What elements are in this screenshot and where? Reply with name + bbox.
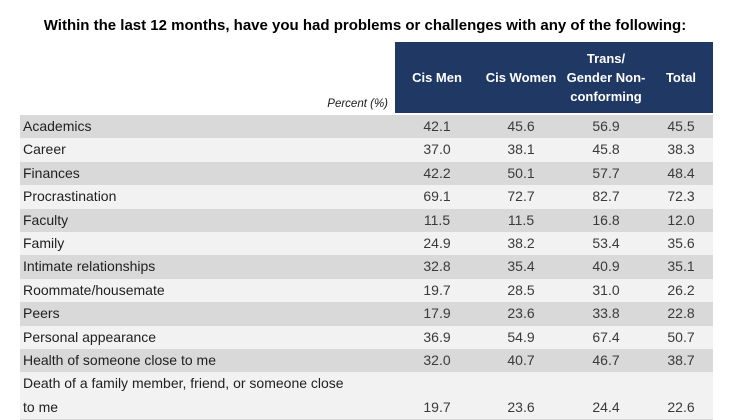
value-cis-women: 54.9 bbox=[507, 328, 535, 345]
table-title: Within the last 12 months, have you had … bbox=[43, 17, 687, 34]
value-cis-women: 38.1 bbox=[507, 141, 535, 158]
value-cis-women: 45.6 bbox=[507, 118, 535, 134]
value-trans-gnc: 82.7 bbox=[592, 188, 620, 205]
table-row: Health of someone close to me 32.0 40.7 … bbox=[20, 349, 713, 373]
table-row: Intimate relationships 32.8 35.4 40.9 35… bbox=[20, 255, 713, 279]
row-label: Death of a family member, friend, or som… bbox=[23, 375, 344, 415]
value-cis-men: 42.2 bbox=[423, 164, 451, 181]
value-trans-gnc: 53.4 bbox=[592, 235, 620, 252]
unit-label: Percent (%) bbox=[20, 42, 395, 113]
column-header-trans-gnc-line3: conforming bbox=[570, 89, 642, 104]
row-label: Career bbox=[23, 141, 66, 158]
table-row: Procrastination 69.1 72.7 82.7 72.3 bbox=[20, 185, 713, 209]
row-label: Personal appearance bbox=[23, 328, 157, 345]
value-total: 26.2 bbox=[667, 281, 695, 298]
value-cis-women: 28.5 bbox=[507, 281, 535, 298]
value-cis-men: 24.9 bbox=[423, 235, 451, 252]
value-total: 72.3 bbox=[667, 188, 695, 205]
value-cis-women: 35.4 bbox=[507, 258, 535, 275]
value-trans-gnc: 46.7 bbox=[592, 352, 620, 369]
value-trans-gnc: 40.9 bbox=[592, 258, 620, 275]
row-label: Roommate/housemate bbox=[23, 281, 165, 298]
value-cis-men: 32.8 bbox=[423, 258, 451, 275]
table-row: Personal appearance 36.9 54.9 67.4 50.7 bbox=[20, 325, 713, 350]
row-label: Procrastination bbox=[23, 188, 117, 205]
table-row: Career 37.0 38.1 45.8 38.3 bbox=[20, 138, 713, 162]
column-header-cis-men-label: Cis Men bbox=[412, 70, 462, 85]
column-header-cis-men: Cis Men bbox=[395, 42, 479, 113]
table-header-row: Percent (%) Cis Men Cis Women Trans/ Gen… bbox=[20, 42, 713, 113]
column-header-total: Total bbox=[649, 42, 713, 113]
row-label: Family bbox=[23, 235, 65, 252]
value-cis-women: 50.1 bbox=[507, 164, 535, 181]
row-label: Intimate relationships bbox=[23, 258, 156, 275]
value-trans-gnc: 57.7 bbox=[592, 164, 620, 181]
survey-table: Percent (%) Cis Men Cis Women Trans/ Gen… bbox=[20, 42, 713, 420]
row-label: Academics bbox=[23, 118, 92, 134]
value-cis-men: 19.7 bbox=[423, 398, 451, 415]
table-row: Death of a family member, friend, or som… bbox=[20, 372, 713, 420]
value-cis-women: 38.2 bbox=[507, 235, 535, 252]
value-cis-women: 23.6 bbox=[507, 305, 535, 322]
value-total: 22.8 bbox=[667, 305, 695, 322]
value-total: 12.0 bbox=[667, 211, 695, 228]
value-cis-men: 32.0 bbox=[423, 352, 451, 369]
value-trans-gnc: 31.0 bbox=[592, 281, 620, 298]
value-cis-men: 19.7 bbox=[423, 281, 451, 298]
value-trans-gnc: 56.9 bbox=[592, 118, 620, 134]
row-label: Faculty bbox=[23, 211, 69, 228]
table-row: Peers 17.9 23.6 33.8 22.8 bbox=[20, 302, 713, 326]
value-cis-women: 11.5 bbox=[507, 211, 535, 228]
row-label: Peers bbox=[23, 305, 60, 322]
column-header-cis-women: Cis Women bbox=[479, 42, 563, 113]
value-trans-gnc: 45.8 bbox=[592, 141, 620, 158]
row-label: Health of someone close to me bbox=[23, 352, 216, 369]
value-cis-men: 37.0 bbox=[423, 141, 451, 158]
column-header-trans-gnc-line1: Trans/ bbox=[586, 51, 626, 66]
table-row: Roommate/housemate 19.7 28.5 31.0 26.2 bbox=[20, 278, 713, 303]
value-total: 35.1 bbox=[667, 258, 695, 275]
value-trans-gnc: 24.4 bbox=[592, 398, 620, 415]
table-row: Academics 42.1 45.6 56.9 45.5 bbox=[20, 115, 713, 139]
value-cis-men: 11.5 bbox=[423, 211, 451, 228]
value-trans-gnc: 33.8 bbox=[592, 305, 620, 322]
value-cis-men: 69.1 bbox=[423, 188, 451, 205]
table-body: Academics 42.1 45.6 56.9 45.5 Career 37.… bbox=[20, 115, 713, 420]
table-row: Family 24.9 38.2 53.4 35.6 bbox=[20, 232, 713, 256]
column-header-trans-gnc: Trans/ Gender Non- conforming bbox=[563, 42, 649, 113]
value-total: 48.4 bbox=[667, 164, 695, 181]
value-cis-men: 17.9 bbox=[423, 305, 451, 322]
value-cis-men: 36.9 bbox=[423, 328, 451, 345]
value-total: 45.5 bbox=[667, 118, 695, 134]
row-label: Finances bbox=[23, 164, 80, 181]
value-total: 38.7 bbox=[667, 352, 695, 369]
value-trans-gnc: 67.4 bbox=[592, 328, 620, 345]
value-total: 35.6 bbox=[667, 235, 695, 252]
value-total: 38.3 bbox=[667, 141, 695, 158]
value-cis-women: 40.7 bbox=[507, 352, 535, 369]
table-row: Faculty 11.5 11.5 16.8 12.0 bbox=[20, 208, 713, 233]
column-header-cis-women-label: Cis Women bbox=[485, 70, 557, 85]
value-cis-women: 23.6 bbox=[507, 398, 535, 415]
value-cis-women: 72.7 bbox=[507, 188, 535, 205]
column-headers: Cis Men Cis Women Trans/ Gender Non- con… bbox=[395, 42, 713, 113]
column-header-total-label: Total bbox=[665, 70, 697, 85]
column-header-trans-gnc-line2: Gender Non- bbox=[566, 70, 646, 85]
table-row: Finances 42.2 50.1 57.7 48.4 bbox=[20, 161, 713, 186]
value-total: 22.6 bbox=[667, 398, 695, 415]
value-trans-gnc: 16.8 bbox=[592, 211, 620, 228]
value-total: 50.7 bbox=[667, 328, 695, 345]
header-body-divider bbox=[20, 113, 713, 115]
value-cis-men: 42.1 bbox=[423, 118, 451, 134]
